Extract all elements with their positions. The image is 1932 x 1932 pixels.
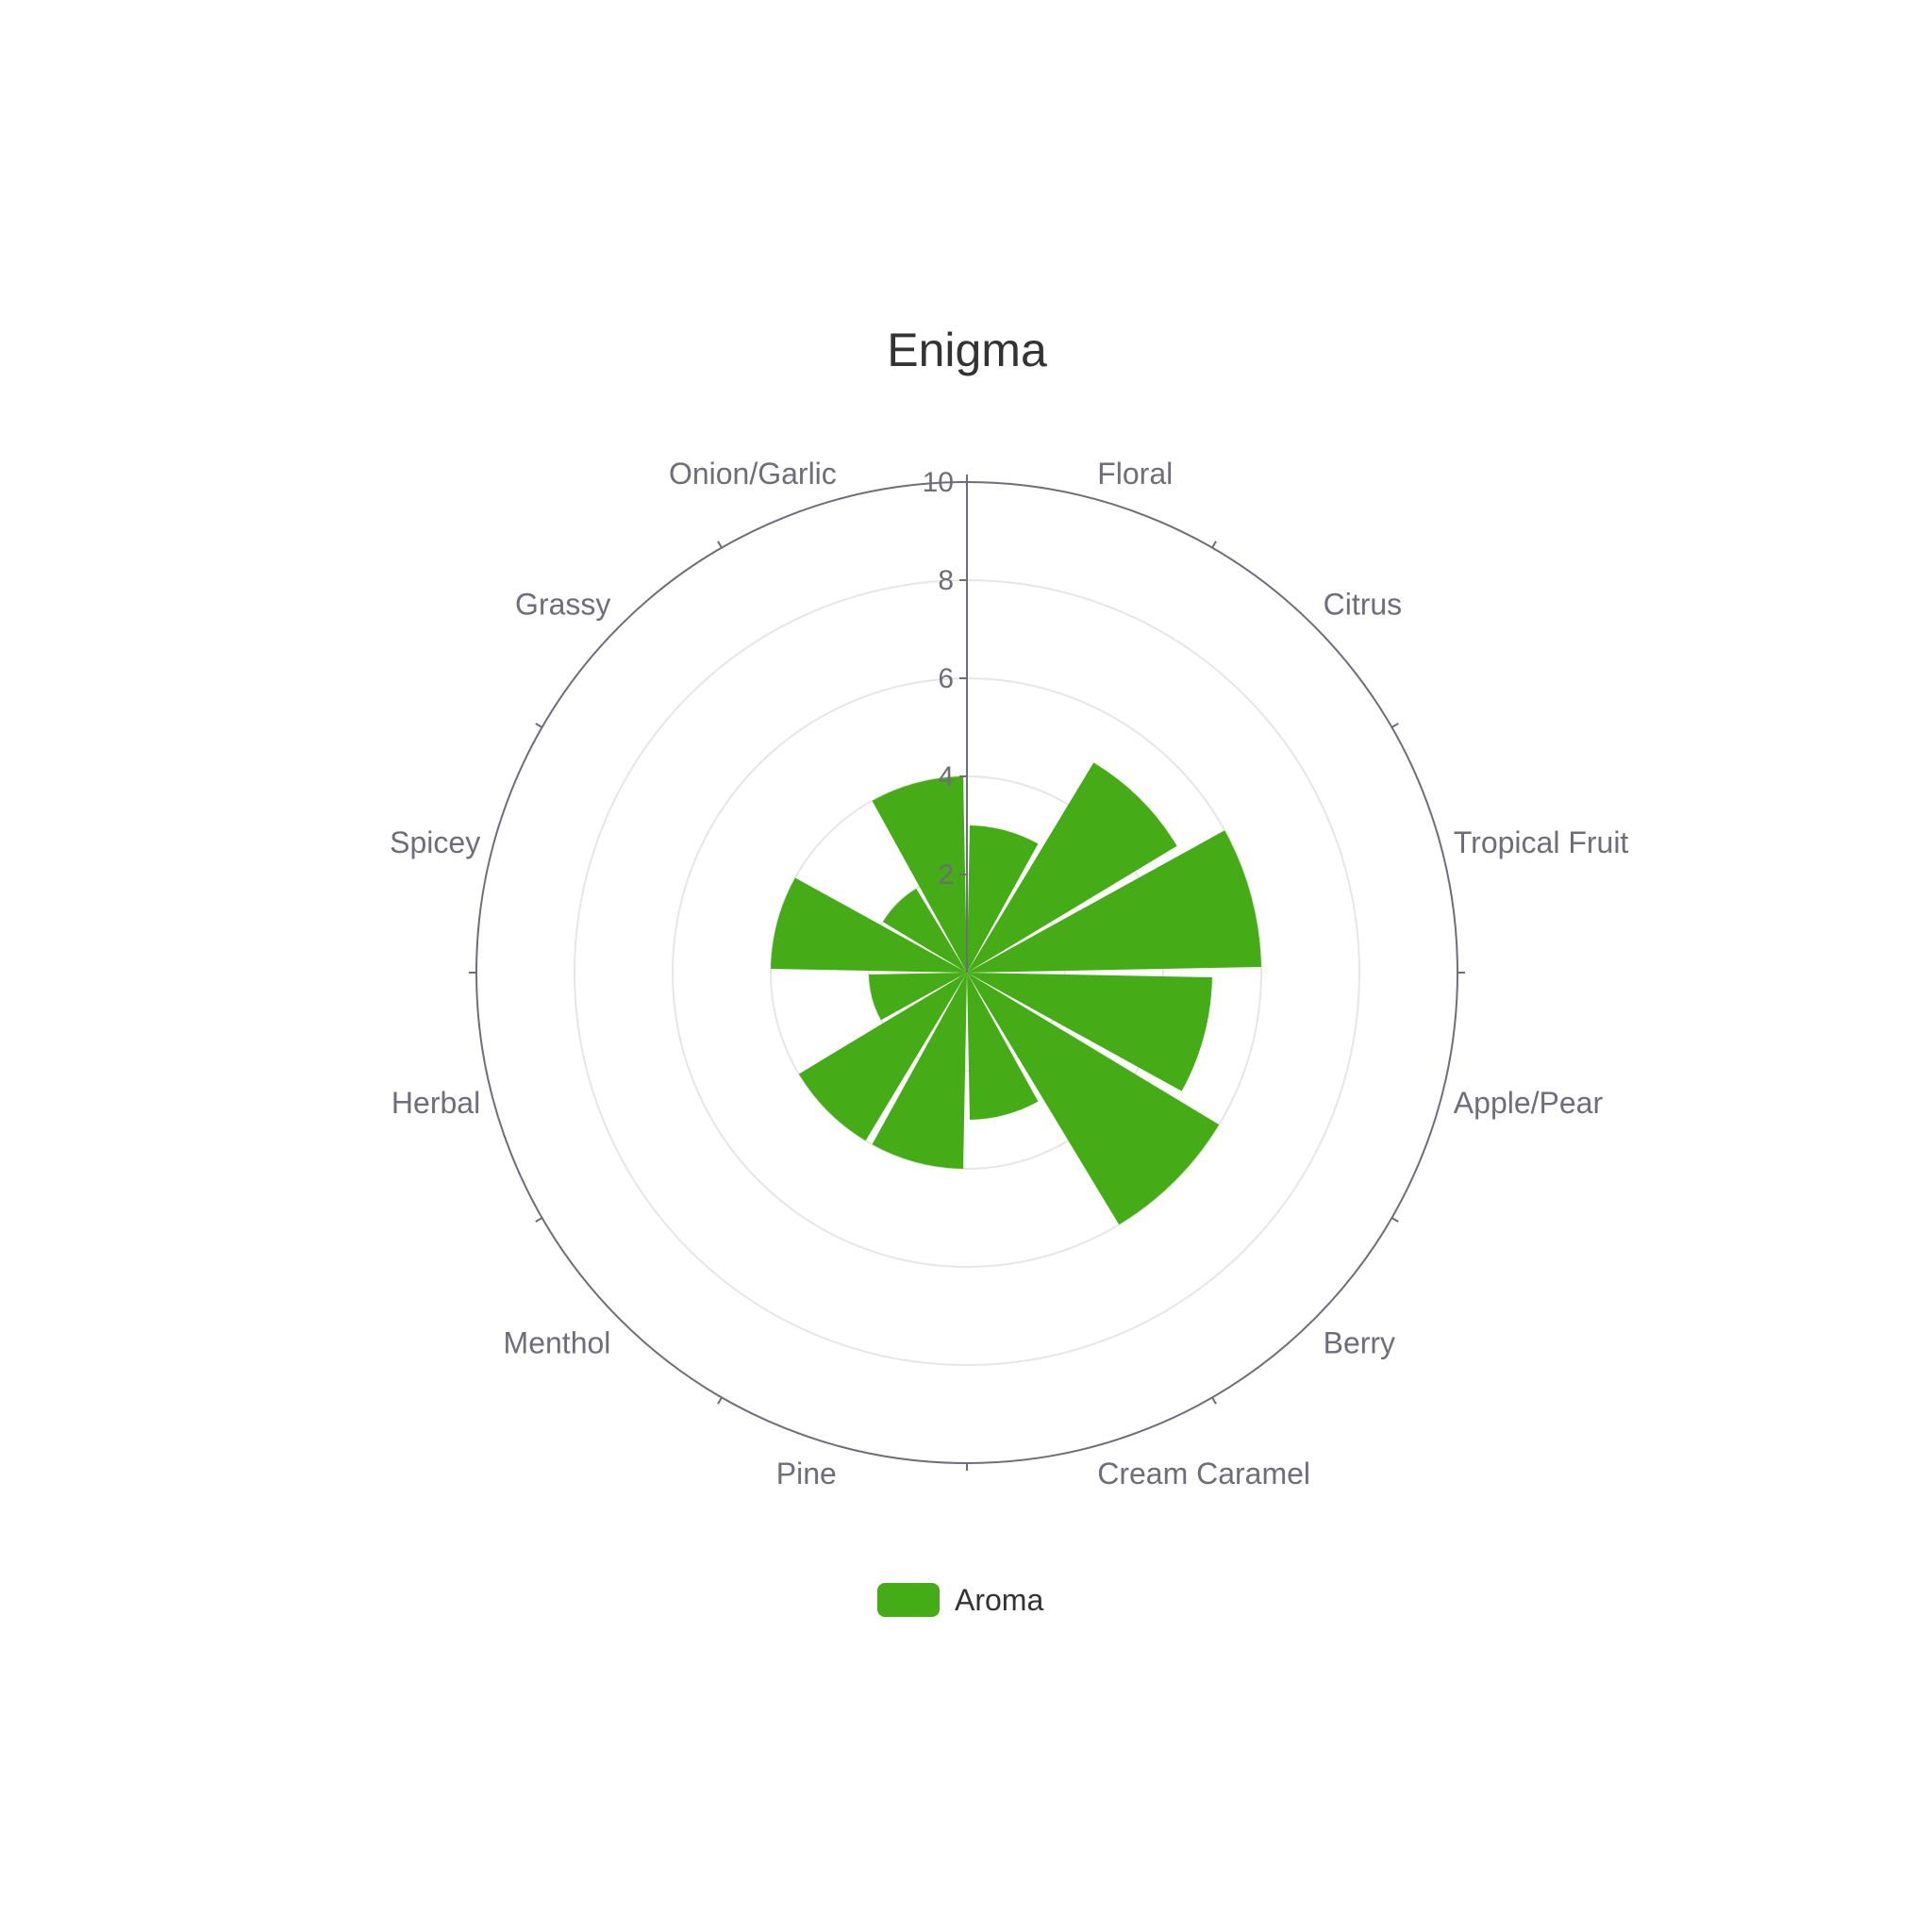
- radial-tick-label: 2: [938, 859, 954, 891]
- chart-title: Enigma: [887, 324, 1047, 376]
- bar-berry[interactable]: [967, 973, 1220, 1225]
- radial-tick-label: 6: [938, 663, 954, 694]
- bar-pine[interactable]: [872, 973, 967, 1169]
- category-label-menthol: Menthol: [504, 1326, 611, 1360]
- angle-tick: [1211, 1396, 1217, 1405]
- angle-tick: [535, 1217, 543, 1223]
- radial-tick-label: 8: [938, 565, 954, 596]
- angle-tick: [1391, 723, 1399, 728]
- category-label-citrus: Citrus: [1324, 587, 1403, 621]
- bar-spicey[interactable]: [771, 877, 967, 973]
- legend-label-aroma[interactable]: Aroma: [955, 1583, 1043, 1617]
- bar-citrus[interactable]: [967, 762, 1177, 973]
- bars-layer: [771, 762, 1261, 1225]
- category-label-pine: Pine: [776, 1457, 837, 1491]
- category-label-herbal: Herbal: [391, 1086, 480, 1120]
- bar-herbal[interactable]: [869, 973, 967, 1021]
- bar-cream-caramel[interactable]: [967, 973, 1039, 1120]
- angle-tick: [1211, 541, 1217, 549]
- category-label-grassy: Grassy: [515, 587, 610, 621]
- category-label-cream-caramel: Cream Caramel: [1097, 1457, 1310, 1491]
- legend-swatch-aroma[interactable]: [877, 1583, 940, 1617]
- angle-tick: [535, 723, 543, 728]
- category-label-berry: Berry: [1324, 1326, 1395, 1360]
- category-label-apple-pear: Apple/Pear: [1454, 1086, 1604, 1120]
- angle-tick: [1391, 1217, 1399, 1223]
- category-label-tropical-fruit: Tropical Fruit: [1454, 825, 1629, 859]
- category-label-floral: Floral: [1097, 457, 1173, 491]
- radial-tick-label: 10: [923, 467, 954, 498]
- angle-tick: [717, 541, 723, 549]
- category-labels: Floral Citrus Tropical Fruit Apple/Pear Berr…: [390, 457, 1628, 1491]
- bar-apple-pear[interactable]: [967, 973, 1212, 1091]
- bar-menthol[interactable]: [798, 973, 967, 1141]
- bar-onion-garlic[interactable]: [872, 776, 967, 973]
- category-label-onion-garlic: Onion/Garlic: [669, 457, 837, 491]
- legend[interactable]: Aroma: [877, 1583, 1043, 1617]
- bar-tropical-fruit[interactable]: [967, 830, 1261, 973]
- bar-floral[interactable]: [967, 825, 1039, 973]
- axes-layer: 2 4 6 8 10: [469, 467, 1465, 1471]
- radial-tick-label: 4: [938, 761, 954, 792]
- angle-tick: [717, 1396, 723, 1405]
- category-label-spicey: Spicey: [390, 825, 480, 859]
- bar-grassy[interactable]: [882, 888, 967, 973]
